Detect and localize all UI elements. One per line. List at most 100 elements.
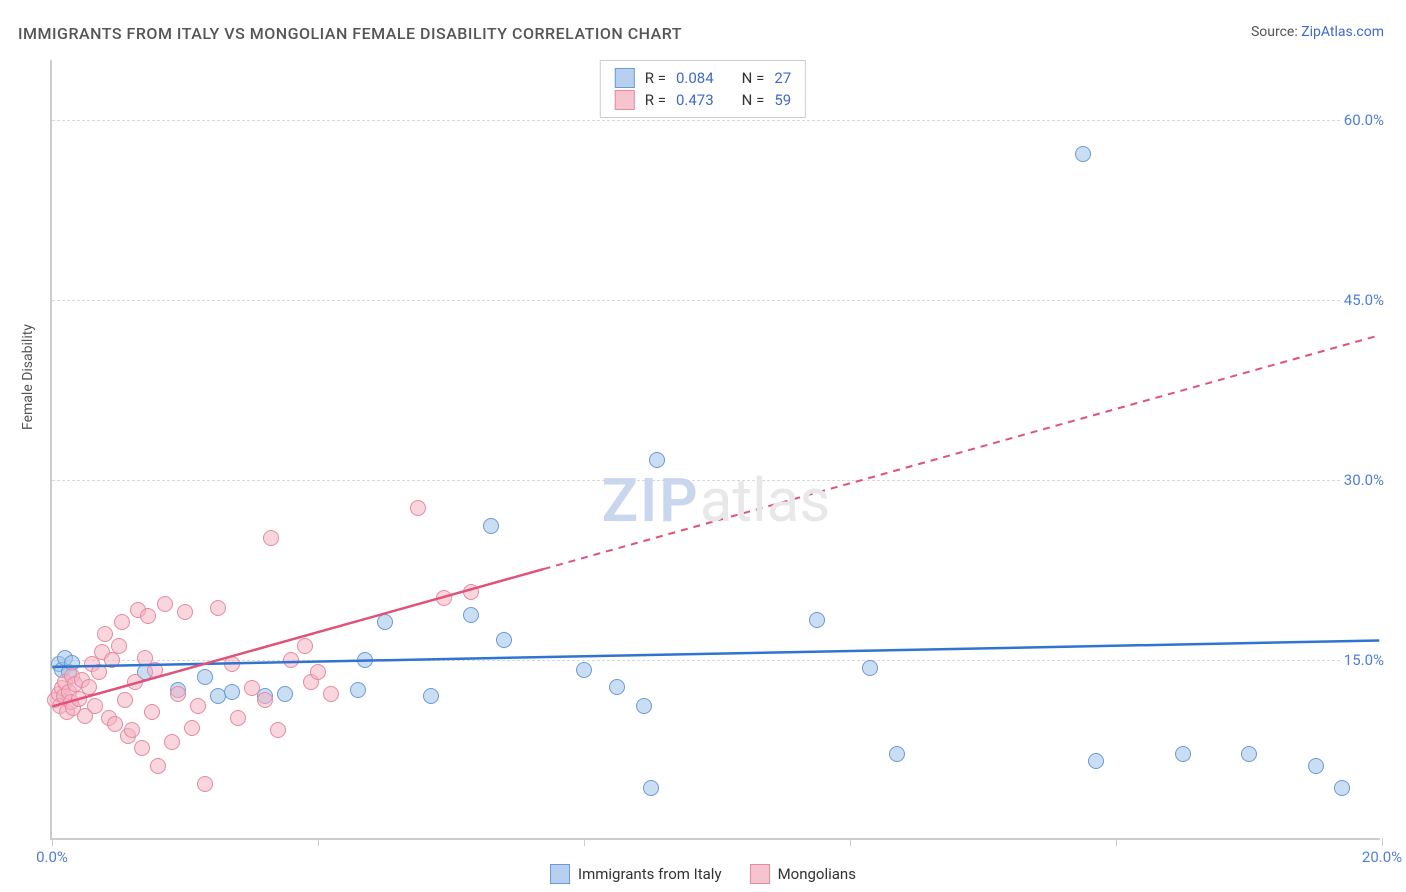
data-point: [809, 612, 825, 628]
data-point: [1308, 758, 1324, 774]
trendlines-layer: [52, 60, 1380, 838]
y-axis-label: Female Disability: [20, 324, 36, 430]
gridline: [52, 660, 1380, 661]
watermark-zip: ZIP: [602, 465, 700, 536]
legend-label: Mongolians: [778, 865, 856, 883]
data-point: [170, 686, 186, 702]
n-value: 59: [774, 91, 791, 109]
data-point: [147, 662, 163, 678]
data-point: [111, 638, 127, 654]
data-point: [150, 758, 166, 774]
data-point: [224, 656, 240, 672]
x-tick: [850, 838, 851, 846]
legend-swatch: [615, 68, 635, 88]
data-point: [423, 688, 439, 704]
data-point: [350, 682, 366, 698]
data-point: [230, 710, 246, 726]
legend-stat-row: R = 0.473 N = 59: [615, 89, 791, 111]
r-value: 0.084: [676, 69, 714, 87]
data-point: [277, 686, 293, 702]
x-tick: [584, 838, 585, 846]
data-point: [164, 734, 180, 750]
data-point: [263, 530, 279, 546]
legend-label: Immigrants from Italy: [578, 865, 722, 883]
gridline: [52, 480, 1380, 481]
data-point: [177, 604, 193, 620]
y-tick-label: 60.0%: [1340, 111, 1388, 129]
y-tick-label: 45.0%: [1340, 291, 1388, 309]
source-link[interactable]: ZipAtlas.com: [1301, 24, 1384, 40]
data-point: [81, 679, 97, 695]
n-label: N =: [742, 91, 765, 109]
series-legend: Immigrants from Italy Mongolians: [550, 864, 856, 884]
legend-swatch: [750, 864, 770, 884]
data-point: [1241, 746, 1257, 762]
r-label: R =: [645, 91, 666, 109]
data-point: [1175, 746, 1191, 762]
x-tick: [1382, 838, 1383, 846]
data-point: [436, 590, 452, 606]
data-point: [1075, 146, 1091, 162]
correlation-legend: R = 0.084 N = 27 R = 0.473 N = 59: [600, 60, 806, 118]
x-tick: [52, 838, 53, 846]
data-point: [140, 608, 156, 624]
data-point: [643, 780, 659, 796]
data-point: [1334, 780, 1350, 796]
data-point: [377, 614, 393, 630]
source-prefix: Source:: [1251, 24, 1301, 40]
data-point: [244, 680, 260, 696]
data-point: [496, 632, 512, 648]
r-label: R =: [645, 69, 666, 87]
data-point: [310, 664, 326, 680]
data-point: [224, 684, 240, 700]
gridline: [52, 120, 1380, 121]
data-point: [190, 698, 206, 714]
legend-item: Mongolians: [750, 864, 856, 884]
data-point: [184, 720, 200, 736]
data-point: [104, 652, 120, 668]
data-point: [649, 452, 665, 468]
legend-swatch: [615, 90, 635, 110]
data-point: [197, 669, 213, 685]
data-point: [463, 584, 479, 600]
data-point: [410, 500, 426, 516]
r-value: 0.473: [676, 91, 714, 109]
n-value: 27: [774, 69, 791, 87]
data-point: [257, 692, 273, 708]
data-point: [157, 596, 173, 612]
data-point: [210, 600, 226, 616]
data-point: [1088, 753, 1104, 769]
x-tick-label: 0.0%: [36, 848, 68, 866]
chart-title: IMMIGRANTS FROM ITALY VS MONGOLIAN FEMAL…: [18, 24, 682, 43]
data-point: [97, 626, 113, 642]
data-point: [636, 698, 652, 714]
legend-stat-row: R =0.084N =27: [615, 67, 791, 89]
data-point: [114, 614, 130, 630]
data-point: [483, 518, 499, 534]
data-point: [862, 660, 878, 676]
data-point: [609, 679, 625, 695]
chart-plot-area: ZIPatlas 15.0%30.0%45.0%60.0%0.0%20.0%: [50, 60, 1380, 840]
data-point: [197, 776, 213, 792]
data-point: [134, 740, 150, 756]
watermark-atlas: atlas: [700, 465, 830, 536]
x-tick: [318, 838, 319, 846]
data-point: [91, 664, 107, 680]
data-point: [127, 674, 143, 690]
data-point: [87, 698, 103, 714]
data-point: [323, 686, 339, 702]
data-point: [576, 662, 592, 678]
data-point: [357, 652, 373, 668]
legend-item: Immigrants from Italy: [550, 864, 722, 884]
data-point: [117, 692, 133, 708]
data-point: [463, 607, 479, 623]
legend-swatch: [550, 864, 570, 884]
data-point: [124, 722, 140, 738]
gridline: [52, 300, 1380, 301]
data-point: [283, 652, 299, 668]
data-point: [107, 716, 123, 732]
y-tick-label: 30.0%: [1340, 471, 1388, 489]
x-tick-label: 20.0%: [1362, 848, 1402, 866]
data-point: [270, 722, 286, 738]
x-tick: [1116, 838, 1117, 846]
